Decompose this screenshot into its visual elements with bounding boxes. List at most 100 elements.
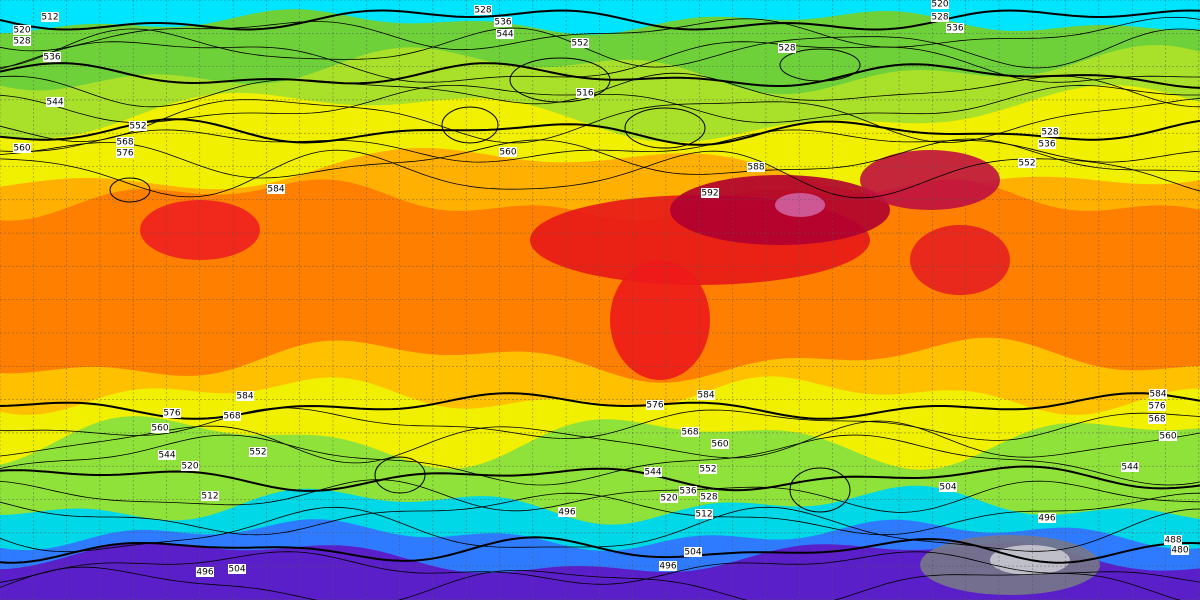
label-box <box>1041 127 1059 137</box>
contour-line <box>0 129 1200 163</box>
contour-line <box>0 407 1200 441</box>
label-box <box>41 12 59 22</box>
contour-label: 504 <box>684 548 701 558</box>
contour-label: 568 <box>1148 415 1165 425</box>
contour-line <box>0 479 1200 513</box>
label-box <box>267 184 285 194</box>
contour-label: 568 <box>223 412 240 422</box>
contour-line <box>0 138 1200 179</box>
contour-label: 576 <box>163 409 180 419</box>
contour-label: 544 <box>158 451 175 461</box>
contour-label: 576 <box>1148 402 1165 412</box>
label-box <box>701 188 719 198</box>
contour-label: 520 <box>181 462 198 472</box>
contour-label: 592 <box>701 189 718 199</box>
contour-label: 528 <box>931 13 948 23</box>
contour-line <box>0 566 1181 600</box>
label-box <box>946 23 964 33</box>
contour-label: 568 <box>116 138 133 148</box>
label-box <box>129 121 147 131</box>
label-box <box>695 509 713 519</box>
contour-label: 528 <box>13 37 30 47</box>
contour-label: 520 <box>931 0 948 10</box>
contour-label: 560 <box>13 144 30 154</box>
label-box <box>711 439 729 449</box>
label-box <box>1149 389 1167 399</box>
contour-label: 536 <box>946 24 963 34</box>
contour-line <box>0 551 1200 585</box>
label-box <box>494 17 512 27</box>
contour-label: 516 <box>576 89 593 99</box>
contour-label: 528 <box>1041 128 1058 138</box>
label-box <box>1038 513 1056 523</box>
contour-label: 544 <box>496 30 513 40</box>
contour-label: 512 <box>201 492 218 502</box>
contour-label: 584 <box>267 185 284 195</box>
contour-label: 552 <box>571 39 588 49</box>
label-box <box>499 147 517 157</box>
contour-line <box>0 465 1200 492</box>
label-box <box>496 29 514 39</box>
contour-line <box>0 62 1200 89</box>
color-band <box>0 542 1200 600</box>
contour-line <box>779 48 861 82</box>
label-box <box>223 411 241 421</box>
label-box <box>700 492 718 502</box>
label-box <box>699 464 717 474</box>
contour-line <box>374 456 426 494</box>
label-box <box>931 12 949 22</box>
label-box <box>116 137 134 147</box>
contour-label: 560 <box>499 148 516 158</box>
label-box <box>939 482 957 492</box>
contour-line <box>509 57 611 103</box>
label-box <box>474 5 492 15</box>
contour-line <box>0 149 1200 199</box>
label-box <box>659 561 677 571</box>
contour-line <box>0 392 1200 420</box>
label-box <box>644 467 662 477</box>
contour-label: 496 <box>196 568 213 578</box>
label-box <box>931 0 949 9</box>
heat-area <box>610 260 710 380</box>
label-box <box>778 43 796 53</box>
contour-label: 584 <box>1149 390 1166 400</box>
contour-label: 536 <box>43 53 60 63</box>
contour-label: 560 <box>151 424 168 434</box>
contour-line <box>0 9 1200 31</box>
contour-label: 520 <box>13 26 30 36</box>
contour-label: 560 <box>711 440 728 450</box>
contour-label: 536 <box>494 18 511 28</box>
contour-label: 528 <box>474 6 491 16</box>
contour-label: 576 <box>116 149 133 159</box>
contour-label: 536 <box>679 487 696 497</box>
label-box <box>46 97 64 107</box>
contour-label: 496 <box>1038 514 1055 524</box>
contour-label: 480 <box>1171 546 1188 556</box>
label-box <box>1148 414 1166 424</box>
contours <box>0 9 1200 600</box>
contour-line <box>0 506 1200 553</box>
contour-line <box>0 16 1200 52</box>
heat-area <box>910 225 1010 295</box>
contour-label: 488 <box>1164 536 1181 546</box>
contour-label: 552 <box>129 122 146 132</box>
label-box <box>660 493 678 503</box>
contour-line <box>0 118 1200 146</box>
contour-line <box>789 467 851 513</box>
label-box <box>1164 535 1182 545</box>
label-box <box>1018 158 1036 168</box>
label-box <box>571 38 589 48</box>
contour-label: 588 <box>747 163 764 173</box>
contour-label: 496 <box>558 508 575 518</box>
contour-line <box>0 84 1200 124</box>
contour-label: 552 <box>1018 159 1035 169</box>
contour-label: 512 <box>695 510 712 520</box>
contour-label: 544 <box>1121 463 1138 473</box>
label-box <box>684 547 702 557</box>
contour-label: 576 <box>646 401 663 411</box>
heat-areas <box>140 150 1100 595</box>
label-box <box>747 162 765 172</box>
label-box <box>151 423 169 433</box>
label-box <box>13 25 31 35</box>
contour-label: 528 <box>700 493 717 503</box>
